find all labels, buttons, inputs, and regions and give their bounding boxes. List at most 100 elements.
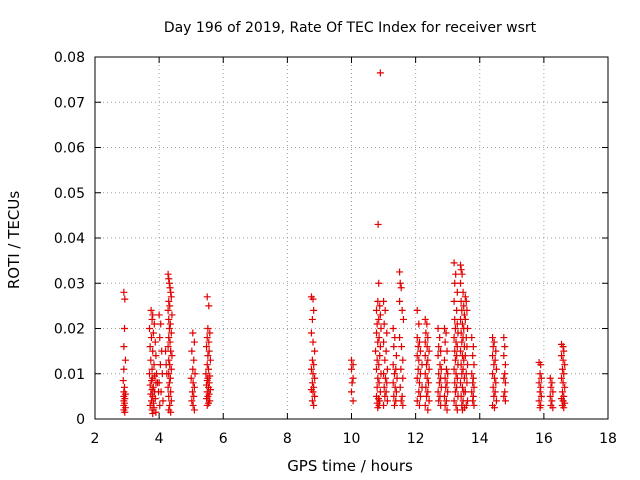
data-point (162, 347, 170, 355)
data-point (501, 397, 509, 405)
data-point (120, 383, 128, 391)
data-point (398, 343, 406, 351)
data-point (501, 343, 509, 351)
data-point (457, 347, 465, 355)
data-point (381, 374, 389, 382)
data-point (205, 338, 213, 346)
data-point (392, 352, 400, 360)
data-point (422, 383, 430, 391)
data-point (414, 365, 422, 373)
data-point (440, 325, 448, 332)
data-point (413, 397, 421, 405)
data-point (397, 365, 405, 373)
data-point (164, 306, 172, 314)
data-point (461, 293, 469, 301)
data-point (461, 388, 469, 396)
data-point (398, 306, 406, 314)
data-point (151, 395, 159, 403)
data-point (453, 374, 461, 382)
data-point (461, 315, 469, 323)
data-point (435, 343, 443, 351)
y-tick-label: 0.05 (54, 186, 85, 202)
data-point (311, 392, 319, 400)
data-point (167, 397, 175, 405)
data-point (464, 361, 472, 369)
data-point (167, 329, 175, 337)
data-point (500, 392, 508, 400)
data-point (416, 347, 424, 355)
y-tick-label: 0.08 (54, 50, 85, 66)
data-point (120, 325, 128, 332)
data-point (458, 338, 466, 346)
data-point (413, 352, 421, 360)
data-point (425, 365, 433, 373)
data-point (203, 343, 211, 351)
data-point (559, 379, 567, 387)
y-tick-label: 0.04 (54, 231, 85, 247)
x-tick-labels: 2 4 6 8 10 12 14 16 18 (91, 431, 617, 447)
data-point (381, 392, 389, 400)
data-point (310, 401, 318, 409)
data-point (165, 315, 173, 323)
data-point (415, 388, 423, 396)
data-point (149, 410, 157, 418)
data-point (559, 356, 567, 364)
data-point (560, 404, 568, 412)
data-point (399, 356, 407, 364)
data-point (490, 374, 498, 382)
data-point (489, 352, 497, 360)
data-point (373, 383, 381, 391)
data-point (376, 69, 384, 77)
data-point (490, 392, 498, 400)
data-point (204, 325, 212, 332)
data-point (492, 347, 500, 355)
y-tick-label: 0.01 (54, 367, 85, 383)
data-point (416, 392, 424, 400)
data-point (489, 334, 497, 342)
data-point (121, 356, 129, 364)
data-point (537, 374, 545, 382)
data-point (165, 275, 173, 283)
data-point (425, 397, 433, 405)
data-point (203, 293, 211, 301)
data-point (470, 361, 478, 369)
data-point (383, 365, 391, 373)
data-point (558, 352, 566, 360)
data-point (437, 347, 445, 355)
data-point (190, 356, 198, 364)
data-point (164, 343, 172, 351)
data-point (147, 334, 155, 342)
data-point (413, 306, 421, 314)
data-point (147, 356, 155, 364)
data-point (434, 325, 442, 332)
data-point (156, 401, 164, 409)
data-point (380, 383, 388, 391)
data-point (166, 374, 174, 382)
data-point (165, 297, 173, 305)
data-point (440, 356, 448, 364)
data-points (119, 69, 569, 418)
data-point (203, 361, 211, 369)
data-point (442, 383, 450, 391)
data-point (450, 297, 458, 305)
data-point (457, 266, 465, 274)
data-point (501, 379, 509, 387)
data-point (375, 379, 383, 387)
data-point (457, 392, 465, 400)
data-point (396, 279, 404, 287)
data-point (457, 379, 465, 387)
x-tick-label: 10 (343, 431, 361, 447)
data-point (382, 388, 390, 396)
data-point (470, 383, 478, 391)
data-point (375, 279, 383, 287)
data-point (165, 356, 173, 364)
data-point (377, 325, 385, 332)
x-tick-label: 18 (599, 431, 617, 447)
x-tick-label: 14 (471, 431, 489, 447)
data-point (535, 379, 543, 387)
y-tick-label: 0.07 (54, 95, 85, 111)
data-point (373, 320, 381, 328)
data-point (490, 338, 498, 346)
data-point (424, 334, 432, 342)
